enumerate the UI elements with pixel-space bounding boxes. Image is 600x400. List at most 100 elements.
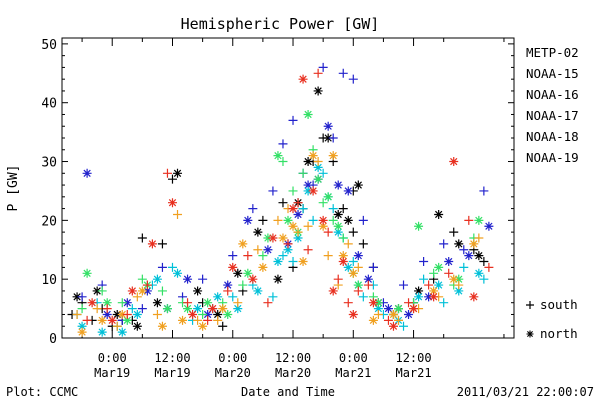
- north-point: [173, 168, 183, 178]
- south-point: [132, 292, 142, 302]
- north-point: [333, 221, 343, 231]
- north-point: [348, 268, 358, 278]
- north-point: [82, 168, 92, 178]
- south-point: [399, 321, 409, 331]
- north-point: [313, 86, 323, 96]
- south-point: [479, 274, 489, 284]
- south-point: [328, 133, 338, 143]
- north-point: [343, 215, 353, 225]
- south-point: [72, 309, 82, 319]
- x-tick-date: Mar21: [395, 366, 431, 380]
- north-point: [424, 292, 434, 302]
- north-point: [318, 221, 328, 231]
- south-point: [238, 280, 248, 290]
- south-point: [484, 262, 494, 272]
- y-axis-label: P [GW]: [6, 165, 21, 212]
- south-point: [318, 168, 328, 178]
- north-point: [303, 180, 313, 190]
- north-point: [238, 239, 248, 249]
- x-axis: 0:00Mar1912:00Mar190:00Mar2012:00Mar200:…: [81, 38, 505, 380]
- x-tick-time: 0:00: [98, 351, 127, 365]
- north-point: [87, 298, 97, 308]
- plot-timestamp: 2011/03/21 22:00:07: [457, 385, 594, 399]
- legend: METP-02 NOAA-15 NOAA-16 NOAA-17 NOAA-18 NOAA-…: [526, 45, 579, 165]
- south-point: [142, 280, 152, 290]
- x-tick-time: 0:00: [339, 351, 368, 365]
- north-point: [414, 286, 424, 296]
- north-point: [283, 215, 293, 225]
- north-point: [323, 121, 333, 131]
- south-point: [77, 292, 87, 302]
- north-point: [137, 286, 147, 296]
- north-point: [97, 327, 107, 337]
- north-point: [183, 274, 193, 284]
- south-point: [288, 257, 298, 267]
- north-point: [203, 298, 213, 308]
- north-point: [318, 215, 328, 225]
- north-point: [228, 262, 238, 272]
- south-point: [383, 315, 393, 325]
- north-point: [313, 174, 323, 184]
- south-point: [419, 257, 429, 267]
- south-point: [228, 251, 238, 261]
- south-point: [338, 204, 348, 214]
- south-point: [198, 274, 208, 284]
- south-point: [429, 268, 439, 278]
- south-point: [218, 321, 228, 331]
- south-point: [213, 315, 223, 325]
- x-tick-date: Mar20: [215, 366, 251, 380]
- legend-entry: NOAA-16: [526, 87, 579, 102]
- south-point: [278, 251, 288, 261]
- north-point: [303, 157, 313, 167]
- north-point: [373, 298, 383, 308]
- south-point: [343, 298, 353, 308]
- south-point: [419, 274, 429, 284]
- north-point: [353, 280, 363, 290]
- south-point: [293, 198, 303, 208]
- south-point: [77, 304, 87, 314]
- south-point: [268, 186, 278, 196]
- north-marker-symbol: [526, 330, 534, 338]
- north-point: [343, 186, 353, 196]
- north-point: [414, 292, 424, 302]
- south-point: [198, 309, 208, 319]
- north-point: [258, 262, 268, 272]
- north-point: [474, 251, 484, 261]
- north-point: [132, 321, 142, 331]
- north-point: [308, 151, 318, 161]
- north-point: [283, 245, 293, 255]
- south-point: [112, 321, 122, 331]
- north-point: [343, 262, 353, 272]
- north-point: [263, 233, 273, 243]
- south-point: [479, 186, 489, 196]
- south-point: [183, 298, 193, 308]
- north-point: [72, 292, 82, 302]
- south-point: [157, 286, 167, 296]
- y-tick-label: 20: [41, 214, 57, 229]
- north-point: [183, 304, 193, 314]
- south-point: [303, 245, 313, 255]
- south-point: [243, 251, 253, 261]
- south-point: [137, 304, 147, 314]
- north-point: [404, 309, 414, 319]
- south-point: [288, 115, 298, 125]
- north-point: [313, 162, 323, 172]
- x-tick-time: 12:00: [395, 351, 431, 365]
- south-point: [268, 292, 278, 302]
- south-marker-symbol: [526, 301, 534, 309]
- south-point: [358, 239, 368, 249]
- north-point: [162, 304, 172, 314]
- south-point: [328, 215, 338, 225]
- y-tick-label: 10: [41, 273, 57, 288]
- north-point: [388, 321, 398, 331]
- north-point: [147, 239, 157, 249]
- south-point: [323, 251, 333, 261]
- north-point: [474, 268, 484, 278]
- north-point: [474, 215, 484, 225]
- north-point: [373, 304, 383, 314]
- south-point: [173, 209, 183, 219]
- y-tick-label: 50: [41, 38, 57, 53]
- south-point: [278, 157, 288, 167]
- north-point: [102, 298, 112, 308]
- south-point: [368, 262, 378, 272]
